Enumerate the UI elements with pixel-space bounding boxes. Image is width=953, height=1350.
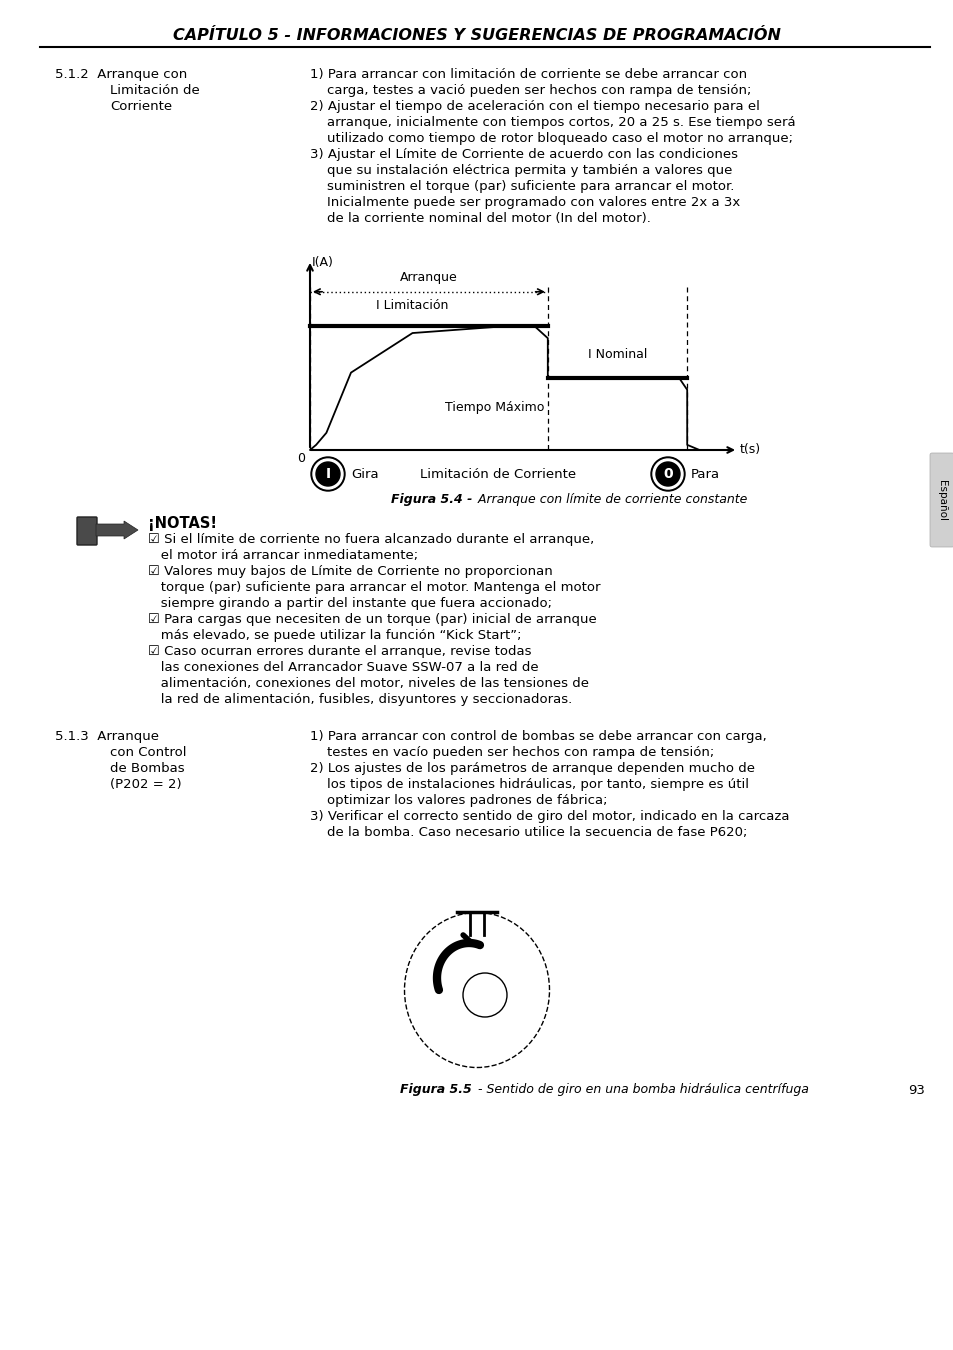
Text: I Nominal: I Nominal (587, 347, 646, 360)
Text: Limitación de Corriente: Limitación de Corriente (419, 467, 576, 481)
Text: de la bomba. Caso necesario utilice la secuencia de fase P620;: de la bomba. Caso necesario utilice la s… (310, 826, 746, 838)
Text: la red de alimentación, fusibles, disyuntores y seccionadoras.: la red de alimentación, fusibles, disyun… (148, 693, 572, 706)
FancyBboxPatch shape (929, 454, 953, 547)
Text: ☑ Para cargas que necesiten de un torque (par) inicial de arranque: ☑ Para cargas que necesiten de un torque… (148, 613, 597, 626)
Text: ☑ Si el límite de corriente no fuera alcanzado durante el arranque,: ☑ Si el límite de corriente no fuera alc… (148, 533, 594, 545)
Text: 0: 0 (296, 452, 305, 464)
Text: torque (par) suficiente para arrancar el motor. Mantenga el motor: torque (par) suficiente para arrancar el… (148, 580, 599, 594)
Text: 5.1.2  Arranque con: 5.1.2 Arranque con (55, 68, 187, 81)
Text: más elevado, se puede utilizar la función “Kick Start”;: más elevado, se puede utilizar la funció… (148, 629, 521, 643)
Text: - Sentido de giro en una bomba hidráulica centrífuga: - Sentido de giro en una bomba hidráulic… (474, 1084, 808, 1096)
Text: I(A): I(A) (312, 256, 334, 269)
Text: Español: Español (936, 479, 946, 521)
Text: I Limitación: I Limitación (375, 300, 448, 312)
Text: ¡NOTAS!: ¡NOTAS! (148, 516, 216, 531)
Text: Arranque: Arranque (399, 271, 457, 284)
Text: 0: 0 (662, 467, 672, 481)
Text: I: I (325, 467, 331, 481)
Text: Inicialmente puede ser programado con valores entre 2x a 3x: Inicialmente puede ser programado con va… (310, 196, 740, 209)
Text: 1) Para arrancar con limitación de corriente se debe arrancar con: 1) Para arrancar con limitación de corri… (310, 68, 746, 81)
Text: el motor irá arrancar inmediatamente;: el motor irá arrancar inmediatamente; (148, 549, 417, 562)
Text: CAPÍTULO 5 - INFORMACIONES Y SUGERENCIAS DE PROGRAMACIÓN: CAPÍTULO 5 - INFORMACIONES Y SUGERENCIAS… (172, 28, 781, 43)
Circle shape (652, 459, 682, 489)
Text: los tipos de instalaciones hidráulicas, por tanto, siempre es útil: los tipos de instalaciones hidráulicas, … (310, 778, 748, 791)
Text: testes en vacío pueden ser hechos con rampa de tensión;: testes en vacío pueden ser hechos con ra… (310, 747, 714, 759)
Text: Figura 5.5: Figura 5.5 (400, 1084, 472, 1096)
Circle shape (650, 458, 684, 491)
Text: con Control: con Control (110, 747, 186, 759)
Circle shape (656, 462, 679, 486)
Text: Para: Para (690, 467, 720, 481)
Text: siempre girando a partir del instante que fuera accionado;: siempre girando a partir del instante qu… (148, 597, 552, 610)
Text: 1) Para arrancar con control de bombas se debe arrancar con carga,: 1) Para arrancar con control de bombas s… (310, 730, 766, 742)
Text: 5.1.3  Arranque: 5.1.3 Arranque (55, 730, 159, 742)
Text: que su instalación eléctrica permita y también a valores que: que su instalación eléctrica permita y t… (310, 163, 732, 177)
Text: optimizar los valores padrones de fábrica;: optimizar los valores padrones de fábric… (310, 794, 607, 807)
Circle shape (315, 462, 339, 486)
Text: 2) Los ajustes de los parámetros de arranque dependen mucho de: 2) Los ajustes de los parámetros de arra… (310, 761, 754, 775)
Circle shape (462, 973, 506, 1017)
Text: arranque, inicialmente con tiempos cortos, 20 a 25 s. Ese tiempo será: arranque, inicialmente con tiempos corto… (310, 116, 795, 130)
Text: carga, testes a vació pueden ser hechos con rampa de tensión;: carga, testes a vació pueden ser hechos … (310, 84, 751, 97)
Text: (P202 = 2): (P202 = 2) (110, 778, 181, 791)
Text: Arranque con límite de corriente constante: Arranque con límite de corriente constan… (474, 494, 746, 506)
Text: de la corriente nominal del motor (In del motor).: de la corriente nominal del motor (In de… (310, 212, 650, 225)
Text: 93: 93 (907, 1084, 924, 1096)
Text: Tiempo Máximo: Tiempo Máximo (444, 401, 543, 413)
Text: utilizado como tiempo de rotor bloqueado caso el motor no arranque;: utilizado como tiempo de rotor bloqueado… (310, 132, 792, 144)
Text: 2) Ajustar el tiempo de aceleración con el tiempo necesario para el: 2) Ajustar el tiempo de aceleración con … (310, 100, 760, 113)
Text: ☑ Caso ocurran errores durante el arranque, revise todas: ☑ Caso ocurran errores durante el arranq… (148, 645, 531, 657)
Text: Figura 5.4 -: Figura 5.4 - (390, 494, 472, 506)
Text: 3) Verificar el correcto sentido de giro del motor, indicado en la carcaza: 3) Verificar el correcto sentido de giro… (310, 810, 789, 824)
Text: t(s): t(s) (740, 444, 760, 456)
Text: Corriente: Corriente (110, 100, 172, 113)
Text: Limitación de: Limitación de (110, 84, 199, 97)
Circle shape (313, 459, 343, 489)
Text: ☑ Valores muy bajos de Límite de Corriente no proporcionan: ☑ Valores muy bajos de Límite de Corrien… (148, 566, 552, 578)
Text: Gira: Gira (351, 467, 378, 481)
Text: 3) Ajustar el Límite de Corriente de acuerdo con las condiciones: 3) Ajustar el Límite de Corriente de acu… (310, 148, 738, 161)
FancyArrow shape (96, 521, 138, 539)
Ellipse shape (404, 913, 549, 1068)
FancyBboxPatch shape (77, 517, 97, 545)
Text: de Bombas: de Bombas (110, 761, 185, 775)
Text: alimentación, conexiones del motor, niveles de las tensiones de: alimentación, conexiones del motor, nive… (148, 676, 588, 690)
Text: las conexiones del Arrancador Suave SSW-07 a la red de: las conexiones del Arrancador Suave SSW-… (148, 662, 538, 674)
Text: suministren el torque (par) suficiente para arrancar el motor.: suministren el torque (par) suficiente p… (310, 180, 734, 193)
Circle shape (311, 458, 345, 491)
